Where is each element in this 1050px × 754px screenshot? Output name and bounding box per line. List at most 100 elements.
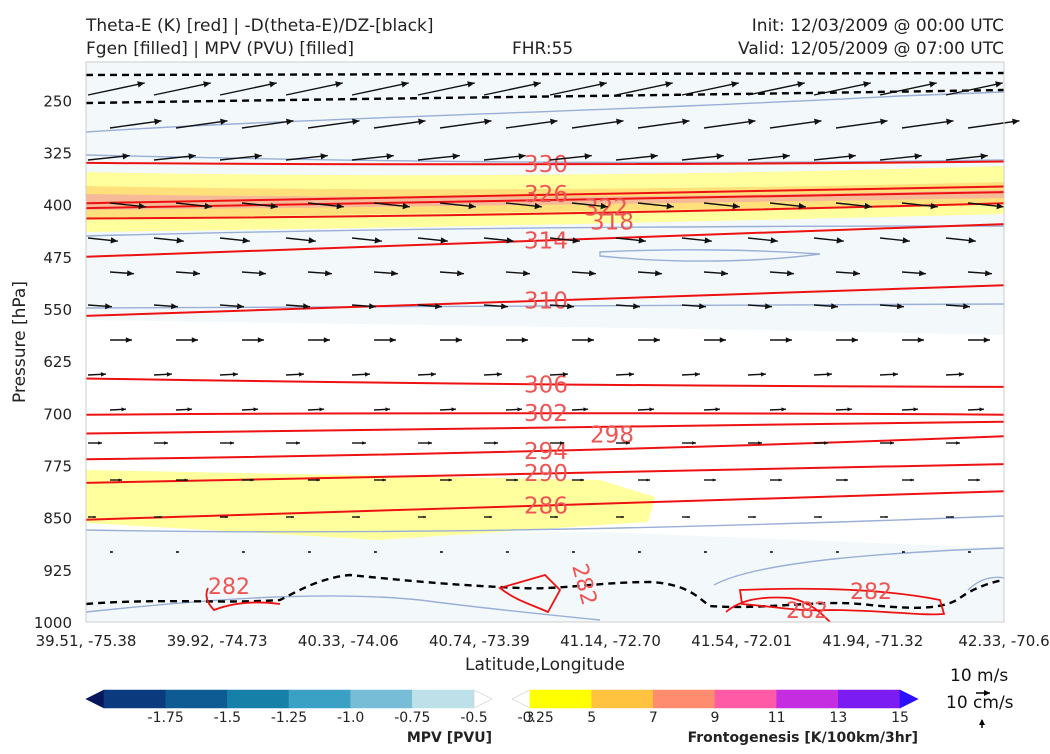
mpv-contour xyxy=(599,249,821,262)
x-tick-label: 42.33, -70.6 xyxy=(958,632,1049,650)
wind-vector xyxy=(176,337,198,343)
wind-vector xyxy=(285,81,343,96)
wind-vector xyxy=(748,441,762,445)
colorbar-segment xyxy=(529,689,592,709)
wind-vector xyxy=(374,550,377,554)
wind-vector xyxy=(285,237,316,244)
colorbar-tick-label: -0.25 xyxy=(518,710,554,726)
wind-vector xyxy=(87,237,118,244)
wind-vector xyxy=(351,303,376,310)
wind-vector xyxy=(616,441,630,445)
wind-vector xyxy=(681,81,739,96)
fgen-region-lower xyxy=(86,470,655,540)
wind-vector xyxy=(901,407,919,412)
vector-key-vertical-arrowhead xyxy=(979,719,985,725)
colorbar-tick-label: -1.75 xyxy=(148,710,184,726)
wind-vector xyxy=(615,153,658,161)
wind-vector xyxy=(351,372,371,377)
wind-vector xyxy=(242,550,245,554)
wind-vector xyxy=(968,337,990,343)
wind-vector xyxy=(572,478,584,482)
wind-vector xyxy=(351,153,394,161)
wind-vector xyxy=(87,153,130,161)
colorbar-segment xyxy=(350,689,413,709)
wind-vector xyxy=(879,237,910,244)
theta-e-low-label: 282 xyxy=(850,580,892,605)
wind-vector xyxy=(242,337,264,343)
wind-vector xyxy=(242,478,254,482)
wind-vector xyxy=(571,118,624,129)
wind-vector xyxy=(220,441,234,445)
colorbar-tick-label: -1.0 xyxy=(337,710,364,726)
wind-vector xyxy=(836,337,858,343)
wind-vector xyxy=(484,515,492,519)
wind-vector xyxy=(110,550,113,554)
wind-vector xyxy=(902,550,905,554)
wind-vector xyxy=(88,515,96,519)
wind-vector xyxy=(879,303,904,310)
y-tick-label: 550 xyxy=(43,301,72,319)
wind-vector xyxy=(770,337,792,343)
colorbar-tick-label: 5 xyxy=(587,710,596,726)
wind-vector xyxy=(175,407,193,412)
wind-vector xyxy=(439,202,476,210)
y-tick-label: 325 xyxy=(43,144,72,162)
colorbar-segment xyxy=(412,689,475,709)
colorbar-tick-label: 7 xyxy=(649,710,658,726)
y-tick-label: 250 xyxy=(43,92,72,110)
wind-vector xyxy=(176,478,188,482)
y-axis: 250 325 400 475 550 625 700 775 850 925 1000 xyxy=(34,92,72,632)
theta-e-label: 330 xyxy=(524,152,568,178)
wind-vector xyxy=(439,407,457,412)
theta-e-label: 290 xyxy=(524,461,568,487)
colorbar-segment xyxy=(899,689,919,709)
wind-vector xyxy=(748,515,756,519)
theta-e-contours xyxy=(85,160,1005,521)
wind-vector xyxy=(506,337,528,343)
wind-vector xyxy=(901,118,954,129)
mpv-contour xyxy=(85,225,1005,237)
wind-vector xyxy=(549,372,569,377)
wind-vector xyxy=(769,270,794,277)
wind-vector xyxy=(638,478,650,482)
colorbar-tick-label: -0.5 xyxy=(460,710,487,726)
wind-vector xyxy=(439,118,492,129)
wind-vector xyxy=(769,202,806,210)
wind-vector xyxy=(307,118,360,129)
theta-e-label: 302 xyxy=(524,401,568,427)
wind-vector xyxy=(813,303,838,310)
wind-vector xyxy=(902,337,924,343)
wind-vector xyxy=(418,515,426,519)
wind-vector xyxy=(945,81,1003,96)
mpv-contour xyxy=(713,547,1005,586)
colorbar-segment xyxy=(85,689,105,709)
wind-vector xyxy=(747,372,767,377)
wind-vector xyxy=(109,118,162,129)
wind-vector xyxy=(769,407,787,412)
colorbar-segment xyxy=(714,689,777,709)
wind-vector xyxy=(813,153,856,161)
wind-vector xyxy=(572,550,575,554)
header-init: Init: 12/03/2009 @ 00:00 UTC xyxy=(752,16,1004,36)
wind-vector xyxy=(880,441,894,445)
x-tick-label: 39.51, -75.38 xyxy=(36,632,137,650)
colorbar-segment xyxy=(653,689,716,709)
wind-vector xyxy=(968,478,980,482)
mpv-colorbar: -1.75 -1.5 -1.25 -1.0 -0.75 -0.5 -0.25 xyxy=(85,689,554,726)
wind-vector xyxy=(945,153,988,161)
wind-vector xyxy=(241,270,266,277)
wind-vector xyxy=(440,337,462,343)
x-tick-label: 41.94, -71.32 xyxy=(822,632,923,650)
x-tick-label: 41.14, -72.70 xyxy=(560,632,661,650)
theta-e-low-label: 282 xyxy=(208,575,250,600)
wind-vector xyxy=(946,441,960,445)
theta-e-contour xyxy=(85,420,1005,435)
x-tick-label: 40.74, -73.39 xyxy=(429,632,530,650)
vector-key-horizontal: 10 m/s xyxy=(950,666,1008,686)
wind-vector xyxy=(483,237,514,244)
wind-vector xyxy=(286,441,300,445)
wind-vector xyxy=(747,81,805,96)
wind-vector xyxy=(374,478,386,482)
wind-vector xyxy=(681,237,712,244)
